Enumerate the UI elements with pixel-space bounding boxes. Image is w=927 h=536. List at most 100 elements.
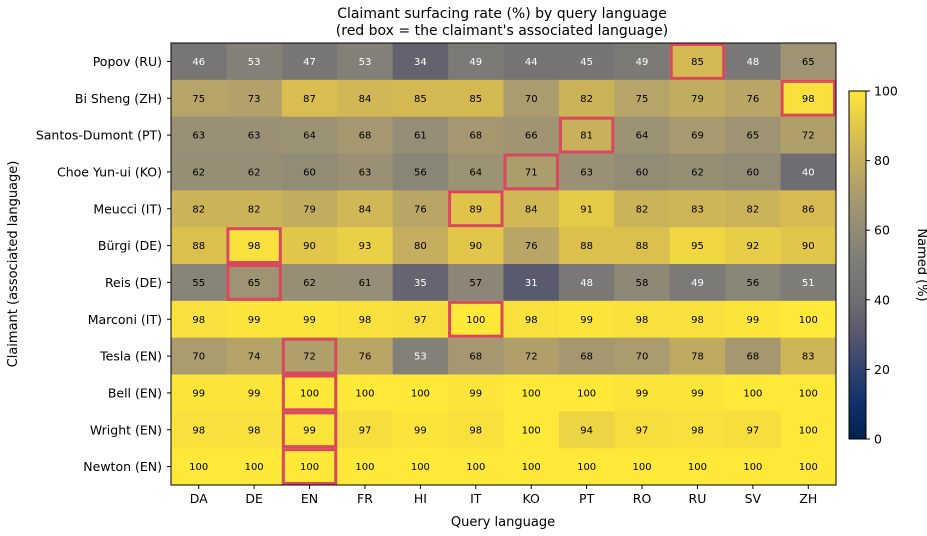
- heatmap-cell: [503, 411, 560, 449]
- heatmap-cell: [780, 448, 837, 486]
- heatmap-cell: [171, 190, 227, 228]
- heatmap-cell: [725, 337, 781, 375]
- heatmap-cell: [503, 227, 560, 265]
- heatmap-cell: [725, 300, 781, 339]
- heatmap-cell: [725, 43, 781, 81]
- highlight-box: [669, 43, 726, 80]
- heatmap-cell: [171, 300, 227, 339]
- y-tick-label: Choe Yun-ui (KO): [57, 164, 162, 179]
- heatmap-cell: [725, 227, 781, 265]
- cell-value-label: 62: [303, 278, 316, 289]
- y-tick-label: Bi Sheng (ZH): [75, 91, 162, 106]
- heatmap-cell: [558, 43, 615, 81]
- heatmap-cell: [448, 448, 504, 486]
- cell-value-label: 87: [303, 94, 316, 105]
- x-axis-label: Query language: [451, 515, 555, 530]
- cell-value-label: 99: [303, 425, 316, 436]
- heatmap-cell: [503, 300, 560, 339]
- cell-value-label: 35: [414, 278, 427, 289]
- cell-value-label: 62: [248, 167, 261, 178]
- cell-value-label: 99: [469, 388, 482, 399]
- heatmap-cell: [392, 79, 449, 118]
- cell-value-label: 63: [248, 131, 261, 142]
- cell-value-label: 60: [636, 167, 649, 178]
- cell-value-label: 65: [248, 278, 261, 289]
- heatmap-cell: [780, 116, 837, 154]
- cell-value-label: 49: [469, 57, 482, 68]
- heatmap-cell: [448, 337, 504, 375]
- cell-value-label: 85: [691, 57, 704, 68]
- cell-value-label: 82: [248, 204, 261, 215]
- heatmap-cell: [614, 227, 671, 265]
- highlight-box: [281, 448, 338, 485]
- heatmap-cell: [503, 374, 560, 412]
- heatmap-cell: [669, 374, 726, 412]
- heatmap-cell: [614, 153, 671, 191]
- heatmap-cell: [337, 448, 394, 486]
- heatmap-cell: [392, 374, 449, 412]
- y-tick-label: Santos-Dumont (PT): [36, 128, 162, 143]
- cell-value-label: 83: [691, 204, 704, 215]
- heatmap-cell: [226, 153, 283, 191]
- cell-value-label: 62: [691, 167, 704, 178]
- cell-value-label: 88: [636, 241, 649, 252]
- cell-value-label: 53: [359, 57, 372, 68]
- heatmap-cell: [281, 264, 338, 302]
- heatmap-cell: [614, 43, 671, 81]
- cell-value-label: 100: [577, 462, 596, 473]
- cell-value-label: 60: [747, 167, 760, 178]
- heatmap-cell: [171, 411, 227, 449]
- heatmap-cell: [614, 79, 671, 118]
- cell-value-label: 63: [192, 131, 205, 142]
- heatmap-cell: [503, 43, 560, 81]
- heatmap-cell: [226, 79, 283, 118]
- x-tick-label: SV: [745, 491, 762, 506]
- cell-value-label: 82: [580, 94, 593, 105]
- heatmap-cell: [448, 43, 504, 81]
- heatmap-cell: [558, 448, 615, 486]
- cell-value-label: 99: [747, 315, 760, 326]
- heatmap-cell: [669, 264, 726, 302]
- cell-value-label: 100: [411, 388, 430, 399]
- plot-frame: [170, 42, 837, 486]
- heatmap-cell-labels: 46 53 47 53 34 49 44 45 49 85 48 65 75 73 87 84 85 85 70 82…: [189, 57, 818, 473]
- cell-value-label: 72: [303, 352, 316, 363]
- cell-value-label: 100: [688, 462, 707, 473]
- heatmap-cell: [337, 374, 394, 412]
- highlight-box: [448, 300, 504, 338]
- heatmap-cell: [558, 374, 615, 412]
- cell-value-label: 84: [359, 204, 372, 215]
- cell-value-label: 98: [802, 94, 815, 105]
- heatmap-cell: [558, 190, 615, 228]
- heatmap-cell: [337, 79, 394, 118]
- heatmap-cell: [503, 337, 560, 375]
- x-tick-label: RO: [633, 491, 652, 506]
- heatmap-cell: [226, 227, 283, 265]
- heatmap-cell: [614, 374, 671, 412]
- cell-value-label: 100: [300, 388, 319, 399]
- cell-value-label: 69: [691, 131, 704, 142]
- heatmap-cell: [337, 264, 394, 302]
- heatmap-cell: [226, 337, 283, 375]
- heatmap-cell: [171, 337, 227, 375]
- cell-value-label: 68: [747, 352, 760, 363]
- heatmap-cell: [226, 448, 283, 486]
- cell-value-label: 63: [359, 167, 372, 178]
- heatmap-cell: [669, 227, 726, 265]
- cell-value-label: 100: [743, 388, 762, 399]
- heatmap-cell: [171, 116, 227, 154]
- cell-value-label: 47: [303, 57, 316, 68]
- heatmap-cell: [226, 116, 283, 154]
- colorbar-ticks: 0 20 40 60 80 100: [866, 84, 898, 447]
- heatmap-cell: [725, 153, 781, 191]
- highlight-box: [281, 337, 338, 375]
- heatmap-cell: [281, 227, 338, 265]
- cell-value-label: 97: [414, 315, 427, 326]
- heatmap-cell: [614, 300, 671, 339]
- cell-value-label: 70: [192, 352, 205, 363]
- y-tick-label: Wright (EN): [90, 422, 162, 437]
- cell-value-label: 100: [522, 425, 541, 436]
- chart-title: Claimant surfacing rate (%) by query lan…: [337, 6, 667, 22]
- heatmap-cell: [392, 116, 449, 154]
- cell-value-label: 49: [636, 57, 649, 68]
